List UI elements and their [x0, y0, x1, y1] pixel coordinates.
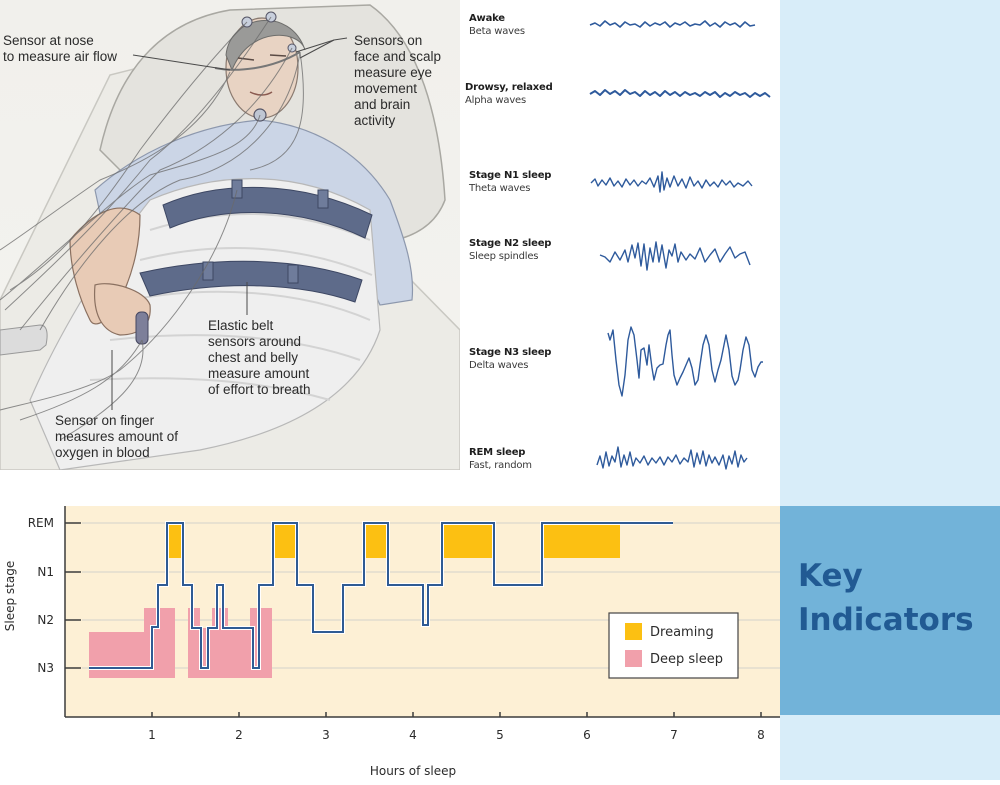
eeg-stage-label: Stage N2 sleep — [469, 238, 552, 249]
key-indicators-block: Key Indicators — [780, 506, 1000, 715]
legend-swatch-deep-sleep — [625, 650, 642, 667]
key-title-line1: Key — [798, 558, 863, 594]
rem-wave — [596, 446, 748, 470]
eeg-stage-label: Awake — [469, 13, 505, 24]
eeg-wave-label: Sleep spindles — [469, 251, 539, 262]
eeg-wave-label: Theta waves — [469, 183, 531, 194]
chart-legend: Dreaming Deep sleep — [608, 612, 739, 679]
x-tick-4: 4 — [409, 728, 417, 742]
hypnogram-svg: REM N1 N2 N3 1 2 3 4 5 6 7 8 Hours of sl… — [3, 506, 780, 778]
eeg-wave-label: Alpha waves — [465, 95, 526, 106]
eeg-row-n3: Stage N3 sleep Delta waves — [469, 346, 551, 372]
y-axis-title: Sleep stage — [3, 561, 17, 631]
beta-wave — [589, 20, 756, 28]
eeg-stage-label: REM sleep — [469, 447, 526, 458]
alpha-wave — [589, 89, 771, 98]
eeg-stage-label: Drowsy, relaxed — [465, 82, 553, 93]
spindle-wave — [599, 241, 751, 271]
eeg-row-awake: Awake Beta waves — [469, 12, 525, 38]
callout-face-scalp-sensors: Sensors on face and scalp measure eye mo… — [354, 33, 442, 128]
eeg-row-drowsy: Drowsy, relaxed Alpha waves — [465, 81, 553, 107]
delta-wave — [607, 326, 763, 397]
callout-elastic-belt: Elastic belt sensors around chest and be… — [208, 318, 311, 397]
x-tick-7: 7 — [670, 728, 678, 742]
eeg-stage-label: Stage N3 sleep — [469, 347, 552, 358]
x-tick-1: 1 — [148, 728, 156, 742]
x-tick-5: 5 — [496, 728, 504, 742]
x-tick-6: 6 — [583, 728, 591, 742]
dreaming-regions — [167, 523, 620, 558]
key-indicators-title: Key Indicators — [798, 554, 974, 642]
eeg-wave-label: Fast, random — [469, 460, 532, 471]
eeg-wave-label: Beta waves — [469, 26, 525, 37]
eeg-row-rem: REM sleep Fast, random — [469, 446, 532, 472]
eeg-stage-label: Stage N1 sleep — [469, 170, 552, 181]
legend-swatch-dreaming — [625, 623, 642, 640]
eeg-wave-panel: Awake Beta waves Drowsy, relaxed Alpha w… — [460, 0, 780, 480]
eeg-wave-label: Delta waves — [469, 360, 529, 371]
x-tick-8: 8 — [757, 728, 765, 742]
y-tick-n1: N1 — [37, 565, 54, 579]
y-tick-n2: N2 — [37, 613, 54, 627]
axes — [64, 506, 780, 718]
theta-wave — [590, 171, 753, 193]
legend-label-deep-sleep: Deep sleep — [650, 652, 723, 667]
x-axis-title: Hours of sleep — [370, 764, 456, 778]
polysomnography-illustration: Sensor at nose to measure air flow Senso… — [0, 0, 460, 470]
legend-label-dreaming: Dreaming — [650, 625, 714, 640]
eeg-row-n2: Stage N2 sleep Sleep spindles — [469, 237, 551, 263]
callout-finger-sensor: Sensor on finger measures amount of oxyg… — [55, 413, 179, 460]
x-tick-3: 3 — [322, 728, 330, 742]
hypnogram-chart: REM N1 N2 N3 1 2 3 4 5 6 7 8 Hours of sl… — [0, 480, 780, 780]
patient-in-bed-illustration — [0, 4, 460, 470]
y-tick-n3: N3 — [37, 661, 54, 675]
x-tick-labels: 1 2 3 4 5 6 7 8 — [148, 728, 765, 742]
callout-nose-sensor: Sensor at nose to measure air flow — [3, 33, 118, 64]
y-tick-labels: REM N1 N2 N3 — [28, 516, 54, 675]
x-tick-2: 2 — [235, 728, 243, 742]
y-tick-rem: REM — [28, 516, 54, 530]
key-title-line2: Indicators — [798, 602, 974, 638]
eeg-row-n1: Stage N1 sleep Theta waves — [469, 169, 551, 195]
eeg-waveforms — [589, 20, 771, 470]
